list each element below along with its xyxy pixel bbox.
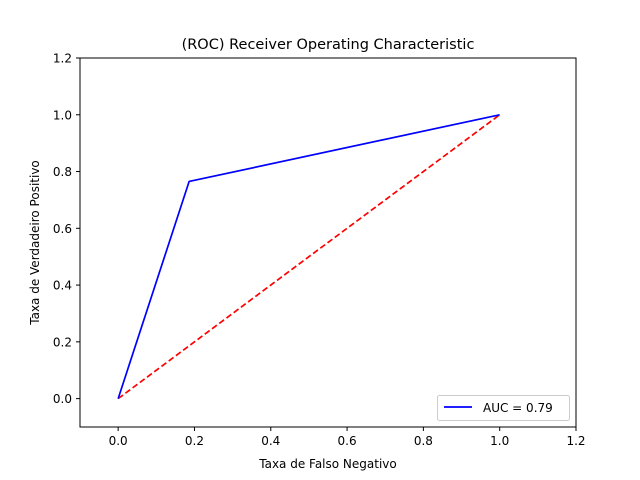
y-tick-label: 1.0	[53, 108, 72, 122]
axes-frame	[79, 57, 577, 428]
y-tick-label: 0.6	[53, 222, 72, 236]
x-tick-label: 0.6	[338, 434, 357, 448]
y-tick-label: 0.2	[53, 335, 72, 349]
y-tick-label: 0.4	[53, 279, 72, 293]
x-tick-label: 0.0	[109, 434, 128, 448]
roc-curve-line	[117, 113, 500, 399]
y-tick-label: 1.2	[53, 52, 72, 66]
x-tick-label: 0.4	[261, 434, 280, 448]
chance-line	[117, 114, 501, 400]
legend-box	[437, 395, 570, 421]
x-tick-label: 0.8	[414, 434, 433, 448]
y-tick-label: 0.8	[53, 165, 72, 179]
plot-area	[117, 113, 501, 400]
axis-ticks: 0.0 0.2 0.4 0.6 0.8 1.0 1.2 0.0 0.2 0.4 0.6 0.8 1.0 1…	[53, 52, 586, 449]
y-axis-label: Taxa de Verdadeiro Positivo	[28, 160, 42, 326]
y-tick-label: 0.0	[53, 392, 72, 406]
x-tick-label: 1.0	[490, 434, 509, 448]
x-axis-label: Taxa de Falso Negativo	[258, 457, 397, 471]
x-tick-label: 0.2	[185, 434, 204, 448]
legend-label-auc: AUC = 0.79	[483, 401, 553, 415]
x-tick-label: 1.2	[566, 434, 585, 448]
chart-title: (ROC) Receiver Operating Characteristic	[182, 37, 475, 53]
legend: AUC = 0.79	[437, 395, 570, 421]
